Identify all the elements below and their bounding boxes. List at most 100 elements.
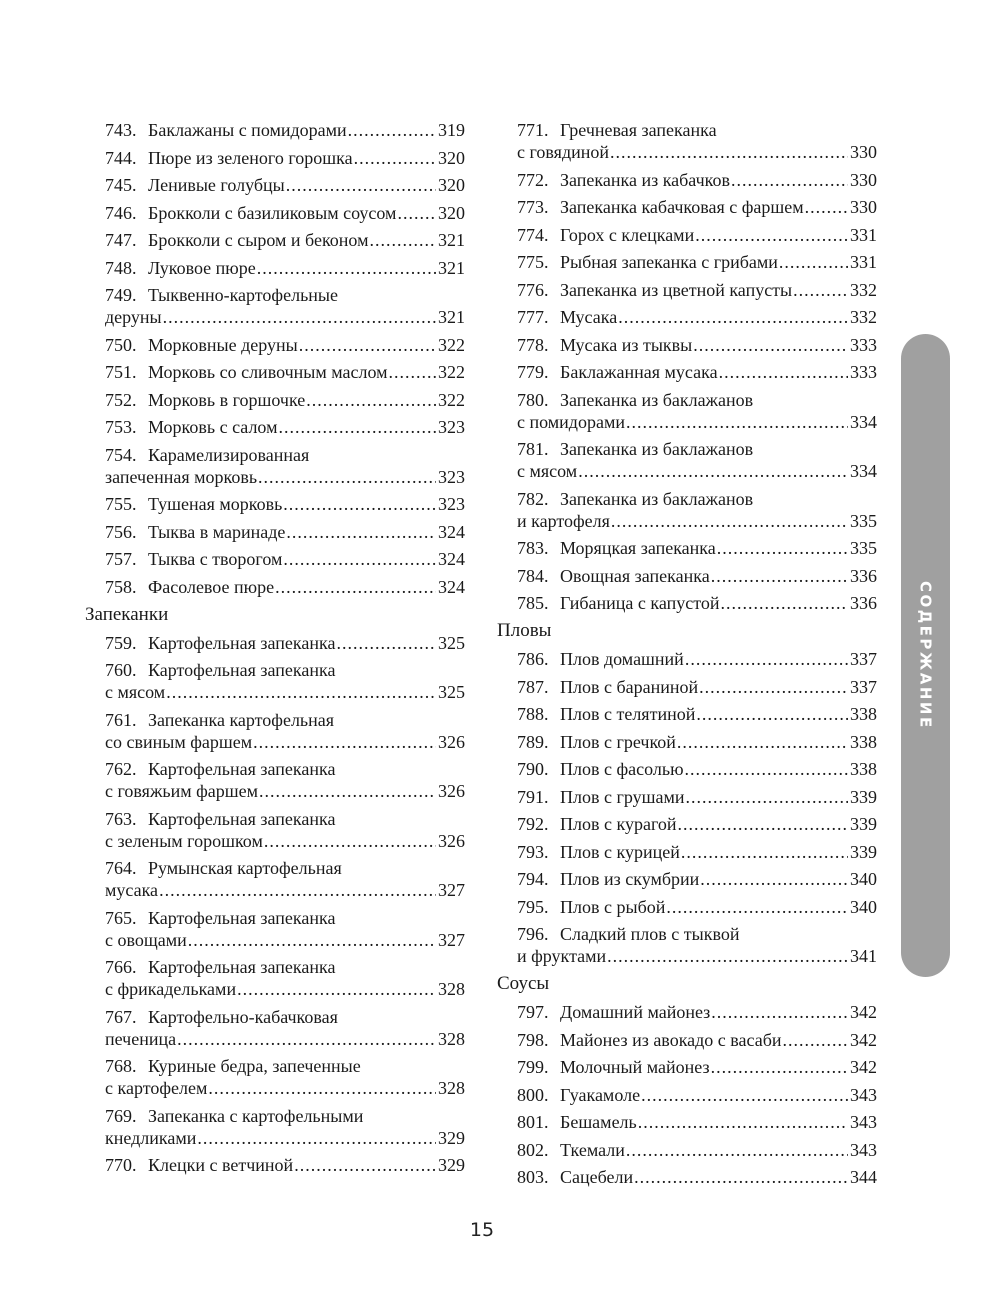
toc-entry[interactable]: 787. Плов с бараниной 337 [517, 676, 877, 698]
toc-entry-line: мусака 327 [105, 879, 465, 901]
dot-leader [626, 411, 848, 433]
dot-leader [685, 758, 848, 780]
entry-page: 321 [438, 257, 465, 278]
toc-entry[interactable]: 744. Пюре из зеленого горошка 320 [105, 147, 465, 169]
entry-title: Картофельная запеканка [148, 808, 336, 829]
toc-entry[interactable]: 789. Плов с гречкой 338 [517, 731, 877, 753]
toc-entry[interactable]: 786. Плов домашний 337 [517, 648, 877, 670]
toc-entry-line: 747. Брокколи с сыром и беконом 321 [105, 229, 465, 251]
toc-entry-line: 774. Горох с клецками 331 [517, 224, 877, 246]
toc-entry[interactable]: 748. Луковое пюре 321 [105, 257, 465, 279]
toc-entry[interactable]: 799. Молочный майонез 342 [517, 1056, 877, 1078]
toc-entry[interactable]: 774. Горох с клецками 331 [517, 224, 877, 246]
toc-entry-line: 743. Баклажаны с помидорами 319 [105, 119, 465, 141]
toc-entry[interactable]: 776. Запеканка из цветной капусты 332 [517, 279, 877, 301]
toc-entry[interactable]: 747. Брокколи с сыром и беконом 321 [105, 229, 465, 251]
section-title: Запеканки [85, 603, 169, 625]
toc-entry[interactable]: 755. Тушеная морковь 323 [105, 493, 465, 515]
toc-entry[interactable]: 802. Ткемали 343 [517, 1139, 877, 1161]
toc-entry[interactable]: 773. Запеканка кабачковая с фаршем 330 [517, 196, 877, 218]
toc-entry[interactable]: 766. Картофельная запеканка с фрикаделькам… [105, 956, 465, 1000]
toc-entry[interactable]: 777. Мусака 332 [517, 306, 877, 328]
entry-title: Овощная запеканка [560, 565, 710, 586]
entry-page: 330 [850, 142, 877, 162]
entry-number: 776. [517, 279, 549, 300]
toc-entry[interactable]: 783. Моряцкая запеканка 335 [517, 537, 877, 559]
toc-entry[interactable]: 751. Морковь со сливочным маслом 322 [105, 361, 465, 383]
toc-entry[interactable]: 788. Плов с телятиной 338 [517, 703, 877, 725]
entry-title: с зеленым горошком [105, 830, 263, 851]
toc-entry-line: 756. Тыква в маринаде 324 [105, 521, 465, 543]
toc-entry[interactable]: 770. Клецки с ветчиной 329 [105, 1154, 465, 1176]
toc-entry[interactable]: 795. Плов с рыбой 340 [517, 896, 877, 918]
entry-page: 336 [850, 565, 877, 586]
page-number: 15 [469, 1219, 495, 1241]
toc-entry[interactable]: 784. Овощная запеканка 336 [517, 565, 877, 587]
entry-title: Мусака [560, 307, 618, 327]
entry-number: 794. [517, 869, 549, 889]
toc-entry-line: 750. Морковные деруны 322 [105, 334, 465, 356]
toc-entry[interactable]: 803. Сацебели 344 [517, 1166, 877, 1188]
entry-title: Плов с фасолью [560, 759, 684, 779]
toc-entry-line: 764. Румынская картофельная [105, 857, 465, 879]
toc-entry[interactable]: 768. Куриные бедра, запеченные с картофеле… [105, 1055, 465, 1099]
toc-entry-line: 744. Пюре из зеленого горошка 320 [105, 147, 465, 169]
entry-number: 787. [517, 676, 549, 697]
dot-leader [163, 306, 436, 328]
toc-entry[interactable]: 757. Тыква с творогом 324 [105, 548, 465, 570]
toc-entry-line: с говядиной 330 [517, 141, 877, 163]
toc-entry[interactable]: 743. Баклажаны с помидорами 319 [105, 119, 465, 141]
toc-entry[interactable]: 801. Бешамель 343 [517, 1111, 877, 1133]
toc-entry-line: с говяжьим фаршем 326 [105, 780, 465, 802]
entry-title: Картофельная запеканка [148, 759, 336, 779]
dot-leader [578, 460, 848, 482]
dot-leader [610, 141, 848, 163]
dot-leader [369, 229, 436, 251]
toc-entry[interactable]: 800. Гуакамоле 343 [517, 1084, 877, 1106]
toc-entry[interactable]: 746. Брокколи с базиликовым соусом 320 [105, 202, 465, 224]
toc-entry[interactable]: 797. Домашний майонез 342 [517, 1001, 877, 1023]
toc-entry[interactable]: 763. Картофельная запеканка с зеленым горо… [105, 808, 465, 852]
toc-entry[interactable]: 750. Морковные деруны 322 [105, 334, 465, 356]
toc-entry[interactable]: 791. Плов с грушами 339 [517, 786, 877, 808]
entry-page: 341 [850, 946, 877, 966]
dot-leader [686, 786, 849, 808]
toc-entry[interactable]: 775. Рыбная запеканка с грибами 331 [517, 251, 877, 273]
toc-entry[interactable]: 798. Майонез из авокадо с васаби 342 [517, 1029, 877, 1051]
toc-entry[interactable]: 745. Ленивые голубцы 320 [105, 174, 465, 196]
dot-leader [336, 632, 436, 654]
toc-entry[interactable]: 785. Гибаница с капустой 336 [517, 592, 877, 614]
toc-entry[interactable]: 761. Запеканка картофельная со свиным фарш… [105, 709, 465, 753]
toc-entry-line: 759. Картофельная запеканка 325 [105, 632, 465, 654]
toc-entry[interactable]: 758. Фасолевое пюре 324 [105, 576, 465, 598]
toc-entry[interactable]: 756. Тыква в маринаде 324 [105, 521, 465, 543]
toc-entry[interactable]: 790. Плов с фасолью 338 [517, 758, 877, 780]
toc-entry[interactable]: 793. Плов с курицей 339 [517, 841, 877, 863]
toc-entry[interactable]: 762. Картофельная запеканка с говяжьим фар… [105, 758, 465, 802]
toc-entry[interactable]: 779. Баклажанная мусака 333 [517, 361, 877, 383]
toc-entry-line: кнедликами 329 [105, 1127, 465, 1149]
entry-title: с овощами [105, 929, 187, 950]
toc-entry[interactable]: 792. Плов с курагой 339 [517, 813, 877, 835]
toc-entry[interactable]: 772. Запеканка из кабачков 330 [517, 169, 877, 191]
toc-entry[interactable]: 778. Мусака из тыквы 333 [517, 334, 877, 356]
toc-entry[interactable]: 759. Картофельная запеканка 325 [105, 632, 465, 654]
entry-page: 337 [850, 676, 877, 697]
toc-entry[interactable]: 794. Плов из скумбрии 340 [517, 868, 877, 890]
toc-entry-line: 760. Картофельная запеканка [105, 659, 465, 681]
toc-entry[interactable]: 753. Морковь с салом 323 [105, 416, 465, 438]
toc-entry[interactable]: 752. Морковь в горшочке 322 [105, 389, 465, 411]
entry-number: 745. [105, 175, 137, 195]
toc-entry[interactable]: 754. Карамелизированная запеченная морковь… [105, 444, 465, 488]
